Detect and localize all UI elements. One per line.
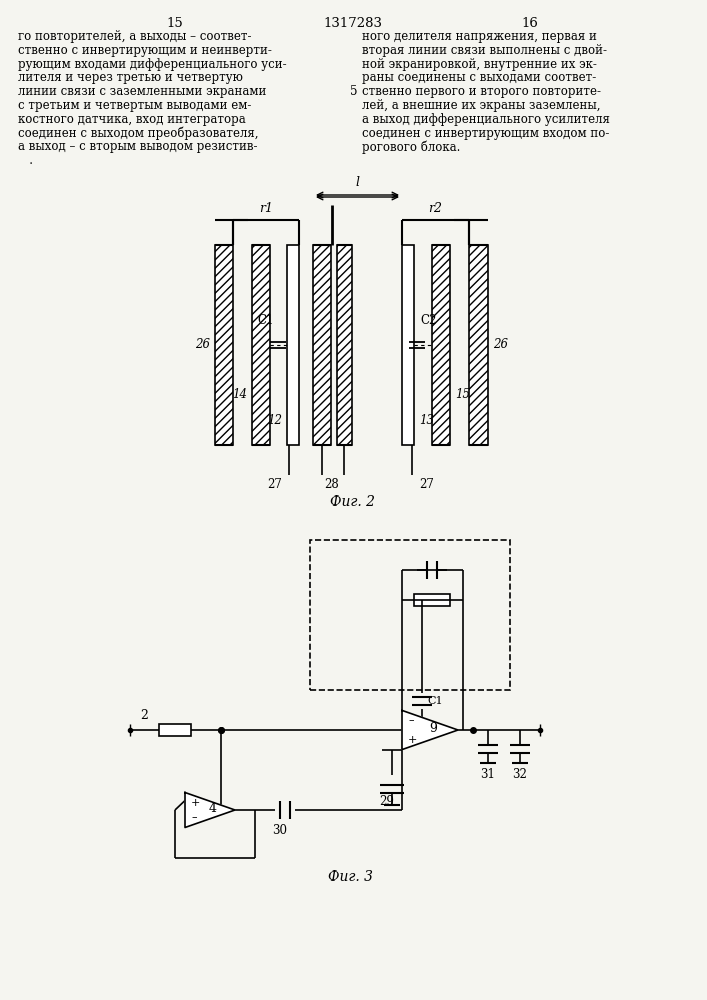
Text: 16: 16 [522, 17, 539, 30]
Text: 32: 32 [513, 768, 527, 781]
Bar [287, 245, 299, 445]
Polygon shape [402, 710, 458, 750]
Text: 4: 4 [209, 802, 217, 814]
Text: 30: 30 [272, 824, 288, 837]
Polygon shape [185, 792, 235, 828]
Text: 26: 26 [493, 338, 508, 352]
Text: 1317283: 1317283 [324, 17, 382, 30]
Bar [313, 245, 331, 445]
Text: 9: 9 [429, 722, 437, 734]
Text: костного датчика, вход интегратора: костного датчика, вход интегратора [18, 113, 246, 126]
Bar [432, 245, 450, 445]
Text: рующим входами дифференциального уси-: рующим входами дифференциального уси- [18, 58, 286, 71]
Text: Фиг. 2: Фиг. 2 [330, 495, 375, 509]
Text: r2: r2 [428, 202, 442, 215]
Text: с третьим и четвертым выводами ем-: с третьим и четвертым выводами ем- [18, 99, 252, 112]
Text: линии связи с заземленными экранами: линии связи с заземленными экранами [18, 85, 267, 98]
Text: ственно первого и второго повторите-: ственно первого и второго повторите- [362, 85, 601, 98]
Text: 31: 31 [481, 768, 496, 781]
Text: соединен с выходом преобразователя,: соединен с выходом преобразователя, [18, 127, 259, 140]
Text: l: l [355, 176, 359, 189]
Text: 26: 26 [195, 338, 210, 352]
Bar [402, 245, 414, 445]
Text: +: + [408, 735, 417, 745]
Text: C2: C2 [421, 314, 437, 327]
Text: 13: 13 [419, 414, 434, 426]
Text: лей, а внешние их экраны заземлены,: лей, а внешние их экраны заземлены, [362, 99, 600, 112]
Text: раны соединены с выходами соответ-: раны соединены с выходами соответ- [362, 71, 596, 84]
Bar [252, 245, 270, 445]
Text: ной экранировкой, внутренние их эк-: ной экранировкой, внутренние их эк- [362, 58, 597, 71]
Text: ственно с инвертирующим и неинверти-: ственно с инвертирующим и неинверти- [18, 44, 272, 57]
Text: C1: C1 [258, 314, 274, 327]
Text: 27: 27 [419, 478, 434, 491]
Text: 15: 15 [167, 17, 183, 30]
Text: –: – [191, 812, 197, 822]
Text: рогового блока.: рогового блока. [362, 140, 460, 154]
Text: вторая линии связи выполнены с двой-: вторая линии связи выполнены с двой- [362, 44, 607, 57]
Text: +: + [191, 798, 200, 808]
Text: го повторителей, а выходы – соответ-: го повторителей, а выходы – соответ- [18, 30, 252, 43]
Text: 27: 27 [267, 478, 282, 491]
Text: .: . [18, 154, 33, 167]
Text: Фиг. 3: Фиг. 3 [327, 870, 373, 884]
Bar [215, 245, 233, 445]
Bar [469, 245, 488, 445]
Text: 12: 12 [267, 414, 282, 426]
Text: лителя и через третью и четвертую: лителя и через третью и четвертую [18, 71, 243, 84]
Text: а выход – с вторым выводом резистив-: а выход – с вторым выводом резистив- [18, 140, 257, 153]
Text: 14: 14 [232, 388, 247, 401]
Bar [414, 594, 450, 606]
Text: соединен с инвертирующим входом по-: соединен с инвертирующим входом по- [362, 127, 609, 140]
Text: –: – [408, 715, 414, 725]
Text: C1: C1 [427, 696, 443, 706]
Text: а выход дифференциального усилителя: а выход дифференциального усилителя [362, 113, 610, 126]
Text: 15: 15 [455, 388, 470, 401]
Text: ного делителя напряжения, первая и: ного делителя напряжения, первая и [362, 30, 597, 43]
Bar [159, 724, 191, 736]
Bar [337, 245, 352, 445]
Text: r1: r1 [259, 202, 273, 215]
Text: 5: 5 [350, 85, 358, 98]
Text: 29: 29 [380, 795, 395, 808]
Text: 2: 2 [140, 709, 148, 722]
Bar [310, 540, 510, 690]
Text: 28: 28 [325, 478, 339, 491]
